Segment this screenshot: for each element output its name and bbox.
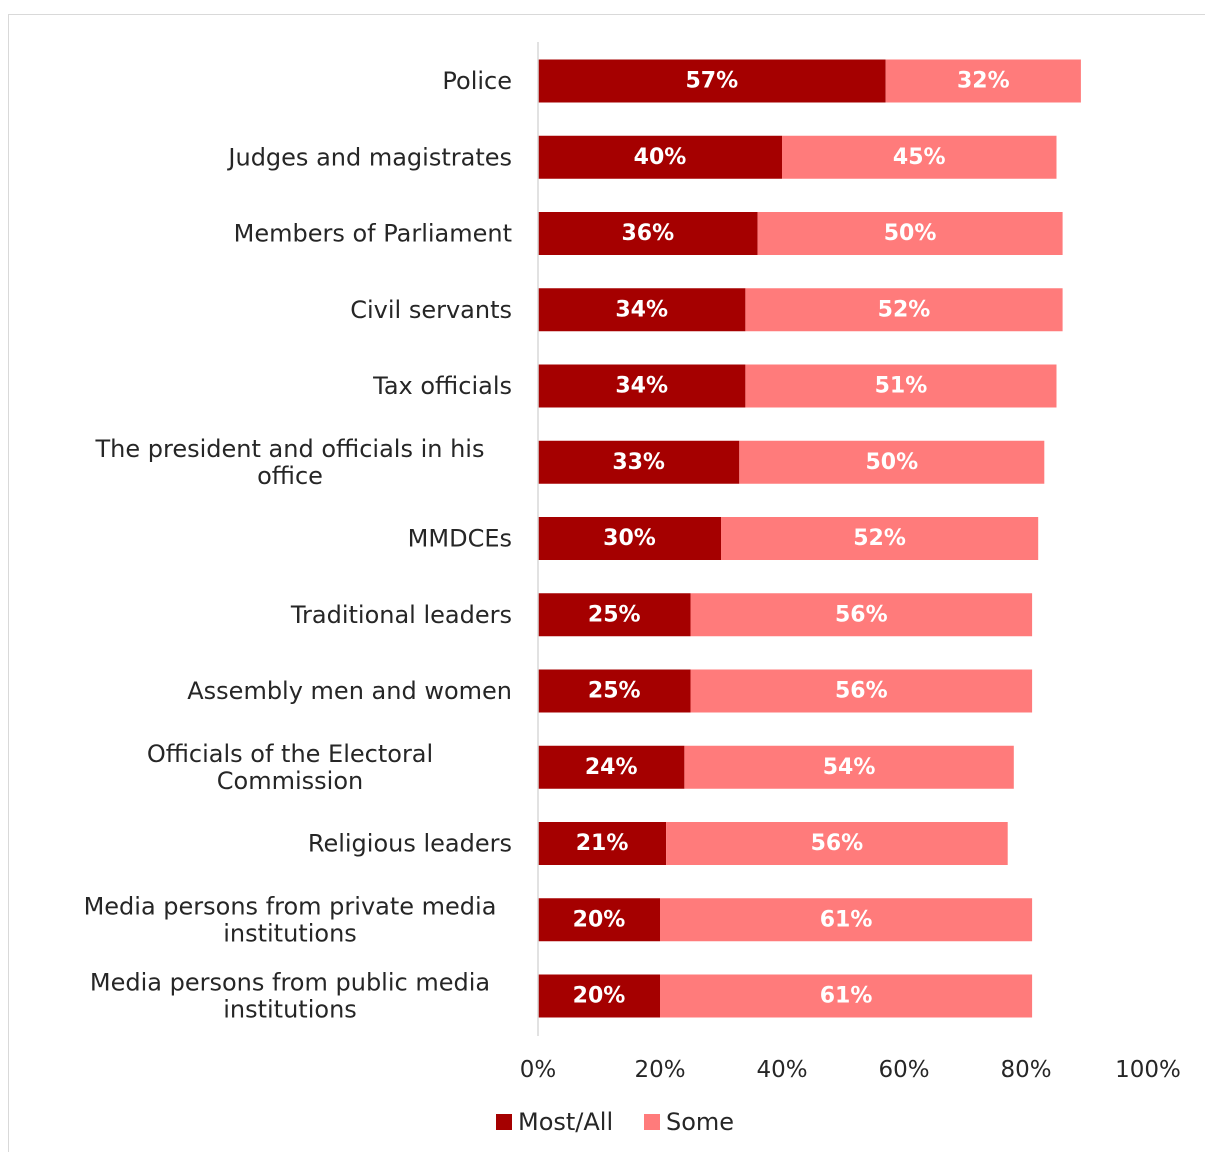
data-label: 54% xyxy=(823,755,876,780)
data-label: 50% xyxy=(884,221,937,246)
category-label: Religious leaders xyxy=(308,830,512,858)
bar-some xyxy=(757,212,1063,255)
data-label: 45% xyxy=(893,145,946,170)
bar-most-all xyxy=(538,440,740,484)
category-label: Tax officials xyxy=(372,372,512,400)
data-label: 30% xyxy=(603,526,656,551)
bar-most-all xyxy=(538,669,691,713)
data-label: 25% xyxy=(588,679,641,704)
data-label: 56% xyxy=(835,679,888,704)
bar-most-all xyxy=(538,212,758,255)
category-label: Officials of the Electoral Commission xyxy=(147,740,433,795)
bar-most-all xyxy=(538,135,782,179)
data-label: 57% xyxy=(686,69,739,94)
data-label: 36% xyxy=(621,221,674,246)
bar-some xyxy=(721,517,1039,560)
bar-some xyxy=(782,135,1057,179)
data-label: 25% xyxy=(588,602,641,627)
bar-some xyxy=(745,364,1057,408)
data-label: 34% xyxy=(615,297,668,322)
bar-most-all xyxy=(538,745,685,789)
category-label: Civil servants xyxy=(350,296,512,324)
data-label: 51% xyxy=(875,374,928,399)
x-tick-label: 0% xyxy=(520,1057,557,1083)
category-label: Police xyxy=(442,67,512,95)
data-label: 61% xyxy=(820,907,873,932)
bar-some xyxy=(660,974,1033,1018)
legend-label: Most/All xyxy=(518,1108,613,1136)
x-tick-label: 100% xyxy=(1115,1057,1181,1083)
data-label: 32% xyxy=(957,69,1010,94)
data-label: 56% xyxy=(811,831,864,856)
legend-label: Some xyxy=(666,1108,734,1136)
data-label: 52% xyxy=(878,297,931,322)
data-label: 52% xyxy=(853,526,906,551)
bar-some xyxy=(885,59,1081,103)
bar-some xyxy=(690,593,1033,637)
bar-most-all xyxy=(538,517,721,560)
x-axis-ticks: 0% 20% 40% 60% 80% 100% xyxy=(520,1057,1181,1083)
data-label: 50% xyxy=(865,450,918,475)
data-label: 21% xyxy=(576,831,629,856)
category-label: Assembly men and women xyxy=(187,677,512,705)
data-label: 20% xyxy=(573,907,626,932)
x-tick-label: 60% xyxy=(878,1057,929,1083)
labels-layer: 57% 32% Police 40% 45% Judges and magistrates… xyxy=(84,67,1010,1024)
legend-swatch xyxy=(496,1114,512,1130)
legend: Most/All Some xyxy=(496,1108,734,1136)
category-label: MMDCEs xyxy=(408,525,512,553)
bar-most-all xyxy=(538,898,660,942)
data-label: 56% xyxy=(835,602,888,627)
bar-some xyxy=(684,745,1014,789)
data-label: 61% xyxy=(820,984,873,1009)
bar-some xyxy=(739,440,1045,484)
category-label: Media persons from private media institut… xyxy=(84,892,497,947)
bar-most-all xyxy=(538,822,667,865)
bars-layer xyxy=(538,59,1081,1018)
x-tick-label: 80% xyxy=(1000,1057,1051,1083)
bar-most-all xyxy=(538,288,746,332)
bar-some xyxy=(666,822,1008,865)
x-tick-label: 20% xyxy=(634,1057,685,1083)
bar-some xyxy=(660,898,1033,942)
legend-swatch xyxy=(644,1114,660,1130)
bar-some xyxy=(690,669,1033,713)
category-label: Members of Parliament xyxy=(234,220,512,248)
bar-most-all xyxy=(538,593,691,637)
category-label: Media persons from public media instituti… xyxy=(90,969,490,1024)
data-label: 24% xyxy=(585,755,638,780)
category-label: Judges and magistrates xyxy=(226,143,512,171)
category-label: Traditional leaders xyxy=(290,601,512,629)
bar-most-all xyxy=(538,59,886,103)
data-label: 40% xyxy=(634,145,687,170)
data-label: 34% xyxy=(615,374,668,399)
data-label: 20% xyxy=(573,984,626,1009)
bar-most-all xyxy=(538,974,660,1018)
data-label: 33% xyxy=(612,450,665,475)
bar-some xyxy=(745,288,1063,332)
category-label: The president and officials in his office xyxy=(95,435,485,490)
bar-most-all xyxy=(538,364,746,408)
x-tick-label: 40% xyxy=(756,1057,807,1083)
chart-frame xyxy=(8,14,1205,1152)
